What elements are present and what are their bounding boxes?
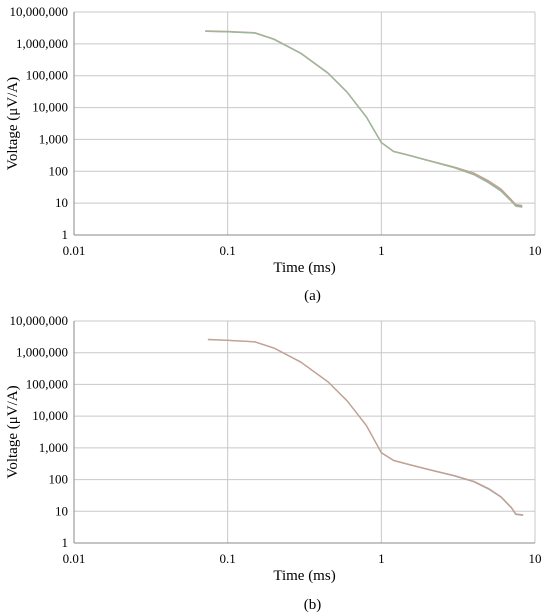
- y-tick-label: 1: [62, 535, 69, 550]
- y-tick-label: 10,000: [32, 408, 68, 423]
- y-tick-label: 100,000: [26, 376, 68, 391]
- panel-label: (a): [304, 288, 321, 304]
- x-axis-title: Time (ms): [273, 260, 335, 276]
- x-tick-label: 1: [378, 243, 385, 258]
- y-tick-label: 1,000,000: [16, 345, 68, 360]
- x-tick-label: 0.01: [63, 551, 86, 566]
- x-tick-label: 0.01: [63, 243, 86, 258]
- x-axis-title: Time (ms): [273, 568, 335, 584]
- x-tick-label: 10: [529, 243, 542, 258]
- y-tick-label: 10,000,000: [10, 4, 69, 19]
- y-tick-label: 100: [49, 472, 69, 487]
- y-axis-title: Voltage (μV/A): [5, 77, 21, 170]
- series-line: [207, 338, 524, 516]
- y-tick-label: 1: [62, 227, 69, 242]
- y-tick-label: 100: [49, 163, 69, 178]
- y-tick-label: 1,000,000: [16, 36, 68, 51]
- y-tick-label: 10: [55, 195, 68, 210]
- y-axis-title: Voltage (μV/A): [5, 385, 21, 478]
- panel-label: (b): [304, 597, 322, 613]
- series-line: [205, 30, 523, 207]
- y-tick-label: 1,000: [39, 440, 68, 455]
- y-tick-label: 100,000: [26, 68, 68, 83]
- x-tick-label: 1: [378, 551, 385, 566]
- series-line: [205, 30, 523, 208]
- x-tick-label: 0.1: [220, 551, 236, 566]
- y-tick-label: 10,000: [32, 100, 68, 115]
- y-tick-label: 1,000: [39, 131, 68, 146]
- series-line: [205, 30, 523, 207]
- x-tick-label: 0.1: [220, 243, 236, 258]
- x-tick-label: 10: [529, 551, 542, 566]
- series-line: [207, 338, 524, 516]
- y-tick-label: 10: [55, 503, 68, 518]
- y-tick-label: 10,000,000: [10, 313, 69, 328]
